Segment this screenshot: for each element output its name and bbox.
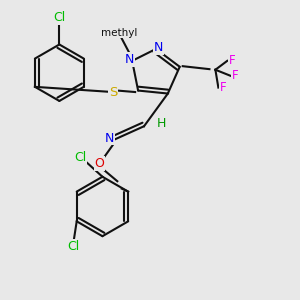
Text: F: F: [231, 69, 238, 82]
Text: H: H: [157, 117, 167, 130]
Text: N: N: [105, 132, 115, 145]
Text: Cl: Cl: [68, 240, 80, 253]
Text: Cl: Cl: [53, 11, 65, 24]
Text: methyl: methyl: [100, 28, 137, 38]
Text: F: F: [228, 54, 235, 67]
Text: Cl: Cl: [74, 151, 86, 164]
Text: S: S: [109, 85, 117, 98]
Text: O: O: [94, 157, 104, 170]
Text: F: F: [220, 81, 226, 94]
Text: N: N: [154, 41, 164, 54]
Text: N: N: [124, 53, 134, 66]
